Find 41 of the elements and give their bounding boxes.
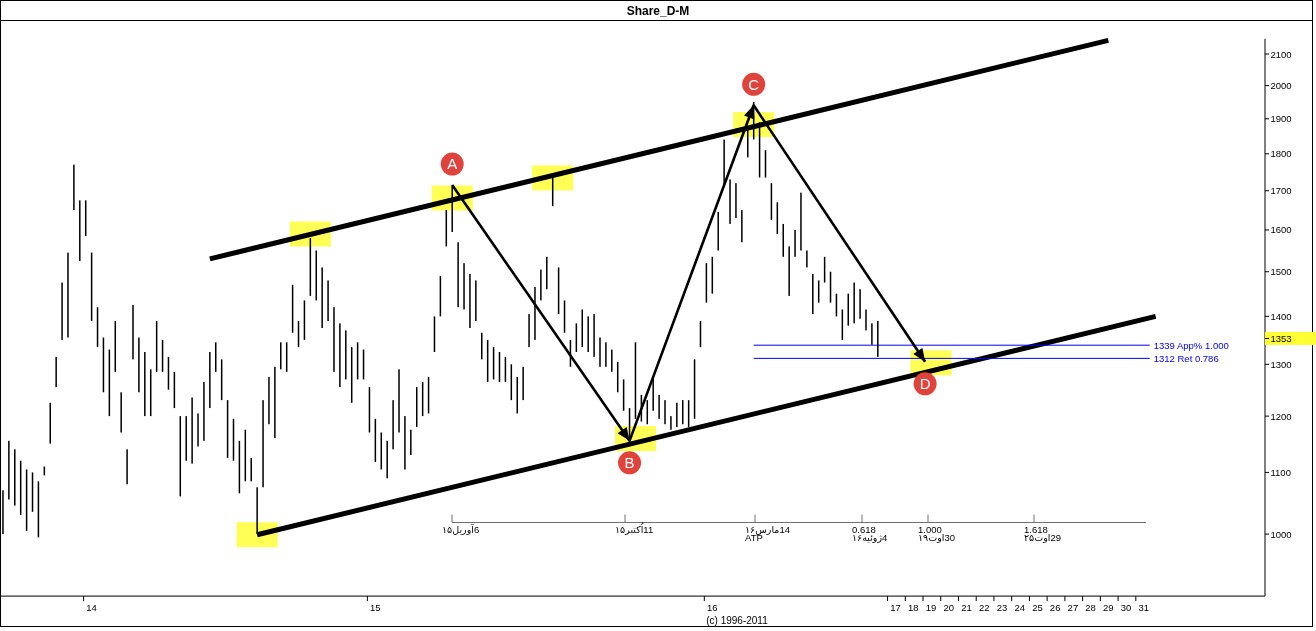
y-tick-label: 1900 bbox=[1270, 113, 1292, 125]
x-tick-label: 17 bbox=[890, 602, 901, 614]
series-label: 1339 App% 1.000 bbox=[1153, 339, 1229, 351]
data-label: C bbox=[748, 75, 760, 93]
x-tick-label: 15 bbox=[370, 602, 381, 614]
y-tick-label: 1500 bbox=[1270, 266, 1292, 278]
chart-title: Share_D-M bbox=[626, 3, 690, 18]
x-tick-label: 28 bbox=[1085, 602, 1096, 614]
y-tick-label: 1800 bbox=[1270, 148, 1292, 160]
x-tick-label: 20 bbox=[943, 602, 955, 614]
x-tick-label: 21 bbox=[961, 602, 972, 614]
annotation: 11اُکتبر۱۵ bbox=[615, 522, 654, 535]
data-label: B bbox=[624, 454, 635, 472]
data-label: D bbox=[919, 375, 931, 393]
y-tick-label: 1100 bbox=[1270, 466, 1291, 478]
y-tick-label: 1300 bbox=[1270, 358, 1292, 370]
x-tick-label: 22 bbox=[978, 602, 990, 614]
x-tick-label: 30 bbox=[1120, 602, 1132, 614]
text: (c) 1996-2011 bbox=[706, 615, 769, 626]
annotation: 6آوریل۱۵ bbox=[442, 522, 480, 535]
x-tick-label: 18 bbox=[907, 602, 919, 614]
x-tick-label: 24 bbox=[1014, 602, 1025, 614]
y-tick-label: 1600 bbox=[1270, 224, 1292, 236]
x-tick-label: 29 bbox=[1103, 602, 1114, 614]
y-tick-label: 2000 bbox=[1270, 80, 1292, 92]
x-tick-label: 25 bbox=[1032, 602, 1043, 614]
y-tick-label: 2100 bbox=[1270, 48, 1292, 60]
x-tick-label: 31 bbox=[1138, 602, 1150, 614]
y-tick-label: 1353 bbox=[1270, 332, 1292, 344]
y-tick-label: 1700 bbox=[1270, 185, 1292, 197]
y-tick-label: 1400 bbox=[1270, 310, 1292, 322]
x-tick-label: 16 bbox=[707, 602, 718, 614]
y-tick-label: 1000 bbox=[1270, 528, 1292, 540]
x-tick-label: 14 bbox=[86, 602, 97, 614]
x-tick-label: 19 bbox=[925, 602, 937, 614]
y-tick-label: 1200 bbox=[1270, 410, 1292, 422]
x-tick-label: 26 bbox=[1049, 602, 1061, 614]
series-label: 1312 Ret 0.786 bbox=[1153, 352, 1219, 364]
x-tick-label: 23 bbox=[996, 602, 1008, 614]
data-label: A bbox=[447, 155, 458, 173]
x-tick-label: 27 bbox=[1067, 602, 1079, 614]
